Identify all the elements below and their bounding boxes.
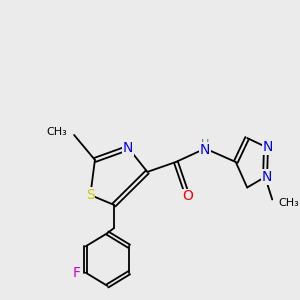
Text: N: N xyxy=(262,140,273,154)
Text: N: N xyxy=(123,141,134,155)
Text: S: S xyxy=(86,188,95,202)
Text: N: N xyxy=(200,143,210,157)
Text: CH₃: CH₃ xyxy=(46,127,67,137)
Text: N: N xyxy=(261,170,272,184)
Text: F: F xyxy=(73,266,81,280)
Text: H: H xyxy=(201,139,209,149)
Text: CH₃: CH₃ xyxy=(278,197,299,208)
Text: O: O xyxy=(183,190,194,203)
